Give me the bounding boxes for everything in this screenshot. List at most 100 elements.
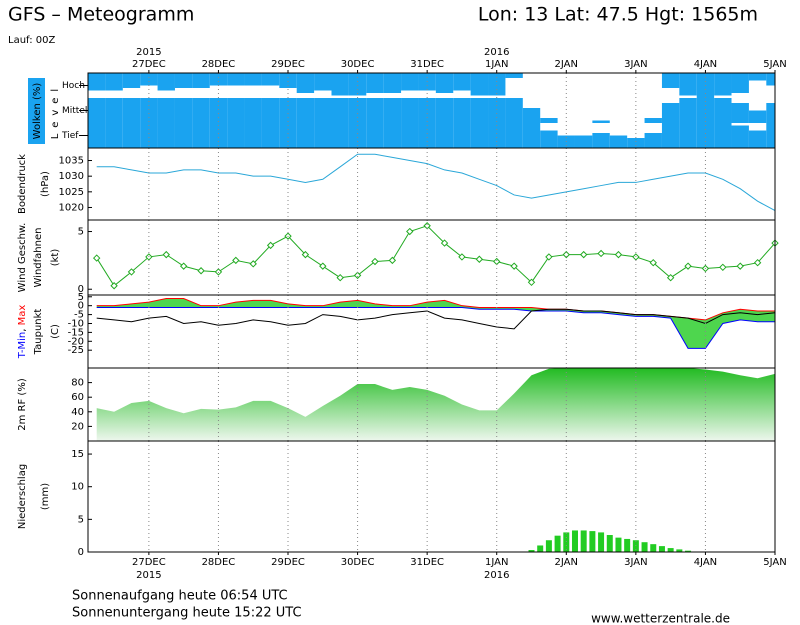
x-tick-label: 5JAN: [763, 59, 786, 70]
y-tick-label: 0: [78, 547, 84, 558]
wind-marker: [406, 227, 414, 236]
y-tick-label: 5: [78, 227, 84, 238]
cloud-cell: [644, 118, 662, 123]
cloud-cell: [227, 123, 245, 148]
precip-bar: [580, 530, 587, 552]
cloud-cell: [714, 123, 732, 148]
cloud-cell: [592, 120, 610, 123]
y-axis-label: Niederschlag: [17, 464, 28, 529]
wind-marker: [336, 273, 344, 282]
legend-entry: T-Min: [17, 332, 28, 360]
cloud-cell: [401, 98, 419, 123]
location: Lon: 13 Lat: 47.5 Hgt: 1565m: [478, 4, 758, 26]
cloud-cell: [592, 133, 610, 148]
cloud-cell: [88, 123, 106, 148]
wind-marker: [127, 268, 136, 276]
cloud-cell: [279, 123, 297, 148]
cloud-cell: [296, 73, 315, 93]
wind-marker: [214, 268, 223, 276]
min-max-band: [96, 298, 775, 349]
x-tick-label: 4JAN: [694, 59, 717, 70]
y-axis-label: (C): [50, 324, 61, 339]
y-tick-label: 1020: [59, 202, 84, 213]
cloud-cell: [505, 73, 523, 78]
wind-marker: [458, 253, 466, 261]
wind-marker: [92, 254, 101, 262]
y-axis-label: (mm): [40, 483, 51, 510]
precip-bar: [615, 537, 622, 552]
x-tick-label: 2JAN: [555, 59, 578, 70]
y-axis-label: Bodendruck: [17, 154, 28, 214]
cloud-cell: [383, 98, 402, 123]
cloud-cell: [435, 73, 454, 93]
y-tick-label: 1030: [59, 171, 84, 182]
cloud-cell: [261, 98, 280, 123]
cloud-cell: [540, 130, 558, 148]
y-tick-label: 0: [78, 301, 84, 312]
cloud-cell: [227, 73, 245, 86]
cloud-cell: [122, 123, 141, 148]
wind-marker: [510, 262, 518, 270]
wind-marker: [301, 250, 310, 259]
panel-frame: [87, 440, 776, 553]
precip-bar: [554, 535, 561, 552]
legend-entry: ,: [17, 325, 28, 331]
wind-marker: [266, 241, 275, 250]
cloud-cell: [505, 98, 523, 123]
wind-marker: [719, 263, 727, 272]
y-axis-label: Wolken (%): [32, 83, 43, 140]
cloud-cell: [105, 73, 123, 91]
wind-marker: [579, 250, 588, 259]
cloud-cell: [174, 73, 193, 88]
cloud-cell: [279, 98, 297, 123]
temp-line: [96, 306, 775, 349]
cloud-cell: [331, 73, 349, 96]
cloud-cell: [661, 123, 680, 148]
y-tick-label: 15: [71, 449, 84, 460]
precip-bar: [685, 550, 692, 552]
x-tick-label: 3JAN: [624, 59, 647, 70]
sunrise: Sonnenaufgang heute 06:54 UTC: [72, 589, 288, 604]
wind-marker: [249, 260, 257, 268]
cloud-cell: [174, 98, 193, 123]
precip-bar: [624, 538, 631, 552]
wind-marker: [388, 256, 397, 265]
y-tick-label: -15: [68, 327, 84, 338]
cloud-cell: [209, 73, 228, 86]
y-tick-label: -5: [74, 310, 84, 321]
sunset: Sonnenuntergang heute 15:22 UTC: [72, 606, 302, 621]
cloud-cell: [314, 73, 332, 91]
cloud-cell: [244, 123, 262, 148]
wind-marker: [684, 262, 692, 270]
y-axis-label: Level: [50, 83, 61, 139]
precip-bar: [641, 542, 648, 552]
y-tick-label: -10: [68, 318, 84, 329]
cloud-cell: [348, 123, 367, 148]
cloud-cell: [348, 73, 367, 96]
x-tick-label: 4JAN: [694, 557, 717, 568]
cloud-cell: [192, 123, 210, 148]
cloud-cell: [331, 98, 349, 123]
cloud-cell: [418, 98, 436, 123]
y-tick-label: 1035: [59, 156, 84, 167]
cloud-cell: [696, 123, 715, 148]
cloud-cell: [505, 123, 523, 148]
precip-bar: [606, 535, 613, 552]
temp-line: [96, 308, 776, 330]
run: Lauf: 00Z: [8, 35, 55, 46]
precip-bar: [676, 549, 683, 552]
humidity-area: [96, 368, 775, 441]
y-tick-label: 40: [71, 407, 84, 418]
wind-marker: [736, 262, 744, 270]
cloud-cell: [366, 73, 384, 93]
cloud-cell: [401, 73, 419, 91]
wind-marker: [562, 250, 570, 259]
cloud-cell: [470, 98, 489, 123]
wind-marker: [597, 249, 605, 258]
cloud-cell: [88, 73, 106, 91]
cloud-cell: [696, 98, 715, 123]
cloud-cell: [88, 98, 106, 123]
y-tick-label: 20: [71, 421, 84, 432]
cloud-cell: [157, 123, 175, 148]
